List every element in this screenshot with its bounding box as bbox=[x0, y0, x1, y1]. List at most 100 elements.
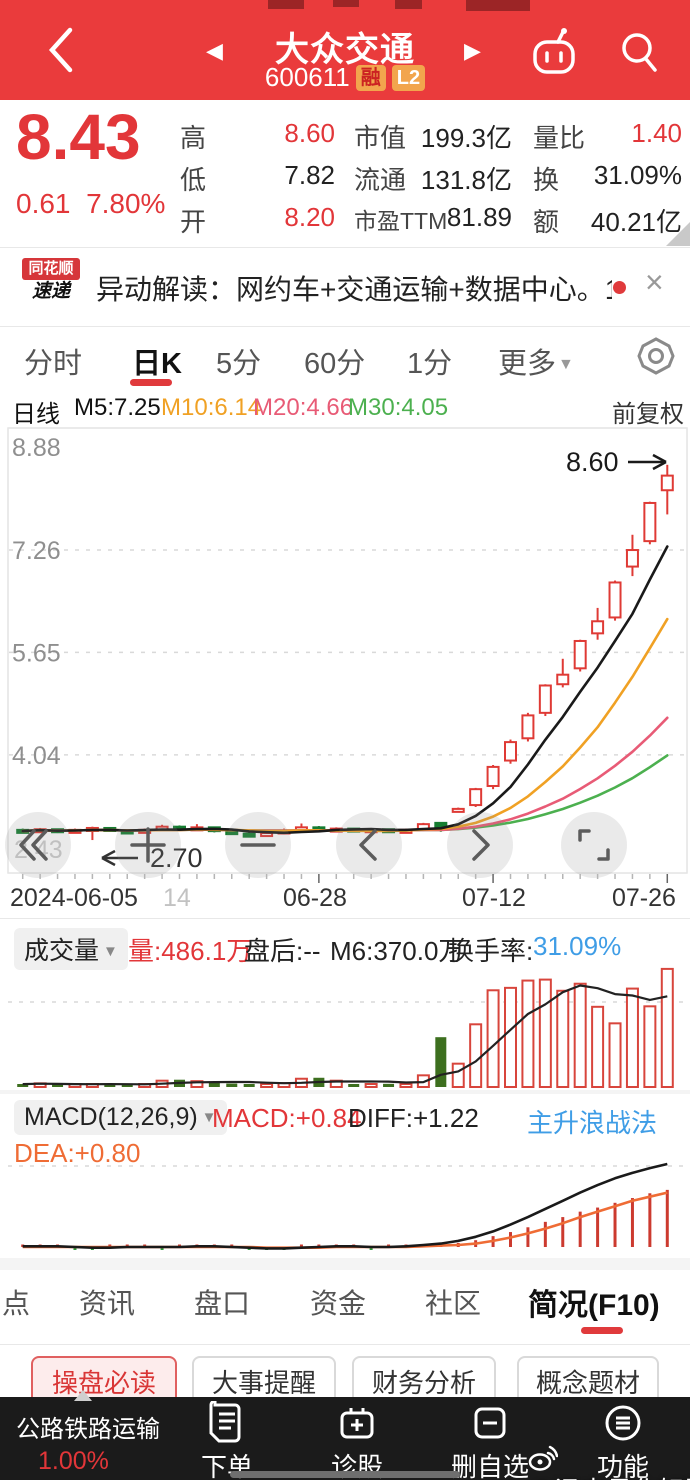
high-price-annotation: 8.60 bbox=[566, 447, 619, 477]
active-bottom-tab-underline bbox=[581, 1327, 623, 1334]
tab-dian-partial[interactable]: 点 bbox=[2, 1288, 31, 1319]
stat-value-volratio: 1.40 bbox=[631, 118, 682, 148]
pan-right-control[interactable] bbox=[447, 812, 513, 878]
sector-up-arrow-icon bbox=[74, 1390, 92, 1401]
chevron-down-icon: ▼ bbox=[103, 943, 118, 960]
tab-f10-overview[interactable]: 简况(F10) bbox=[528, 1289, 660, 1322]
search-icon[interactable] bbox=[616, 26, 662, 78]
robot-assistant-icon[interactable] bbox=[530, 26, 578, 78]
expand-quote-handle[interactable] bbox=[666, 222, 690, 246]
watermark: @泽丰量化好股 bbox=[528, 1445, 690, 1480]
sector-change: 1.00% bbox=[38, 1447, 109, 1475]
pane-separator bbox=[0, 1090, 690, 1094]
strategy-link[interactable]: 主升浪战法 bbox=[527, 1108, 658, 1138]
cropped-overlay-fragment bbox=[268, 0, 304, 9]
y-axis-label: 8.88 bbox=[12, 434, 61, 462]
functions-label: 功能 bbox=[596, 1452, 649, 1480]
volume-selector-label: 成交量 bbox=[24, 937, 100, 965]
stat-value-pe: 81.89 bbox=[446, 202, 512, 232]
stat-label: 高 bbox=[180, 123, 207, 153]
home-indicator bbox=[230, 1471, 460, 1478]
ma30-value: M30:4.05 bbox=[348, 394, 449, 421]
stat-label: 低 bbox=[180, 165, 207, 195]
change-value: 0.61 bbox=[16, 188, 71, 219]
stat-value-float: 131.8亿 bbox=[420, 165, 512, 195]
volume-indicator-selector[interactable]: 成交量 ▼ bbox=[14, 928, 128, 970]
remove-watchlist-icon bbox=[474, 1407, 506, 1439]
margin-badge: 融 bbox=[355, 65, 386, 91]
tab-more[interactable]: 更多 ▼ bbox=[498, 340, 574, 382]
tab-orderbook[interactable]: 盘口 bbox=[194, 1288, 251, 1319]
stat-label: 市值 bbox=[354, 123, 407, 153]
cropped-overlay-fragment bbox=[466, 0, 530, 11]
diagnose-button[interactable]: 诊股 bbox=[302, 1401, 412, 1480]
prev-stock-button[interactable]: ◀ bbox=[206, 38, 223, 63]
app-header: ◀ 大众交通 600611 融 L2 ▶ bbox=[0, 0, 690, 100]
l2-badge: L2 bbox=[391, 65, 426, 91]
last-price: 8.43 bbox=[16, 101, 141, 173]
ma5-value: M5:7.25 bbox=[74, 394, 161, 421]
divider bbox=[0, 1344, 690, 1345]
close-icon[interactable]: × bbox=[645, 264, 664, 300]
divider bbox=[0, 247, 690, 248]
divider bbox=[0, 918, 690, 919]
x-axis-date: 06-28 bbox=[283, 884, 347, 912]
pan-left-control[interactable] bbox=[336, 812, 402, 878]
bottom-action-bar: 公路铁路运输 1.00% 下单 诊股 bbox=[0, 1390, 690, 1480]
diff-value: DIFF:+1.22 bbox=[348, 1103, 479, 1133]
macd-selector-label: MACD(12,26,9) bbox=[24, 1103, 198, 1131]
stat-value-high: 8.60 bbox=[284, 118, 335, 148]
tab-60min[interactable]: 60分 bbox=[304, 348, 366, 380]
functions-button[interactable]: 功能 bbox=[568, 1401, 678, 1480]
x-axis-date-faint: 14 bbox=[163, 884, 191, 912]
x-axis-date-end: 07-26 bbox=[612, 884, 676, 912]
diagnose-icon bbox=[340, 1408, 374, 1439]
tab-1min[interactable]: 1分 bbox=[407, 348, 453, 380]
change-percent: 7.80% bbox=[86, 188, 166, 219]
turnover-label: 换手率: bbox=[448, 936, 534, 966]
adjust-mode-label[interactable]: 前复权 bbox=[612, 401, 684, 428]
stock-code-row: 600611 融 L2 bbox=[0, 62, 690, 93]
stat-label: 额 bbox=[533, 207, 560, 237]
price-change: 0.61 7.80% bbox=[16, 188, 165, 220]
volume-chart[interactable] bbox=[0, 958, 690, 1090]
cropped-overlay-fragment bbox=[333, 0, 359, 7]
y-axis-label: 5.65 bbox=[12, 639, 61, 667]
stat-value-amount: 40.21亿 bbox=[590, 207, 682, 237]
stat-value-open: 8.20 bbox=[284, 202, 335, 232]
ma10-value: M10:6.14 bbox=[161, 394, 262, 421]
tab-5min[interactable]: 5分 bbox=[216, 348, 262, 380]
tab-daily-k[interactable]: 日K bbox=[132, 348, 182, 380]
afterhours-value: 盘后:-- bbox=[244, 936, 321, 966]
macd-indicator-selector[interactable]: MACD(12,26,9) ▼ bbox=[14, 1100, 227, 1135]
stat-label: 流通 bbox=[354, 165, 407, 195]
functions-icon bbox=[605, 1405, 641, 1441]
back-icon[interactable] bbox=[42, 22, 82, 78]
remove-watchlist-label: 删自选 bbox=[450, 1452, 529, 1480]
tab-funds[interactable]: 资金 bbox=[310, 1288, 367, 1319]
remove-watchlist-button[interactable]: 删自选 bbox=[435, 1401, 545, 1480]
zoom-in-control[interactable] bbox=[115, 812, 181, 878]
tab-fenshi[interactable]: 分时 bbox=[24, 348, 83, 380]
fullscreen-control[interactable] bbox=[561, 812, 627, 878]
order-button[interactable]: 下单 bbox=[172, 1401, 282, 1480]
news-ticker[interactable]: 异动解读：网约车+交通运输+数据中心。1... bbox=[96, 274, 612, 305]
x-axis-date-start: 2024-06-05 bbox=[10, 884, 138, 912]
next-stock-button[interactable]: ▶ bbox=[464, 38, 481, 63]
y-axis-label: 7.26 bbox=[12, 537, 61, 565]
kline-period-label: 日线 bbox=[12, 401, 60, 428]
kline-chart[interactable]: 8.887.265.654.042.438.602.70 bbox=[0, 425, 690, 883]
chart-settings-icon[interactable] bbox=[636, 336, 676, 376]
stat-label: 量比 bbox=[533, 123, 586, 153]
pan-left-fast-control[interactable] bbox=[5, 812, 71, 878]
stat-label: 开 bbox=[180, 207, 207, 237]
low-price-annotation: 2.70 bbox=[150, 843, 203, 873]
chevron-down-icon: ▼ bbox=[558, 356, 574, 373]
macd-chart[interactable] bbox=[0, 1156, 690, 1258]
tab-community[interactable]: 社区 bbox=[425, 1288, 482, 1319]
tab-news[interactable]: 资讯 bbox=[79, 1288, 136, 1319]
dea-value: DEA:+0.80 bbox=[14, 1138, 141, 1168]
sector-name[interactable]: 公路铁路运输 bbox=[16, 1416, 160, 1443]
zoom-out-control[interactable] bbox=[225, 812, 291, 878]
stat-value-mktcap: 199.3亿 bbox=[420, 123, 512, 153]
